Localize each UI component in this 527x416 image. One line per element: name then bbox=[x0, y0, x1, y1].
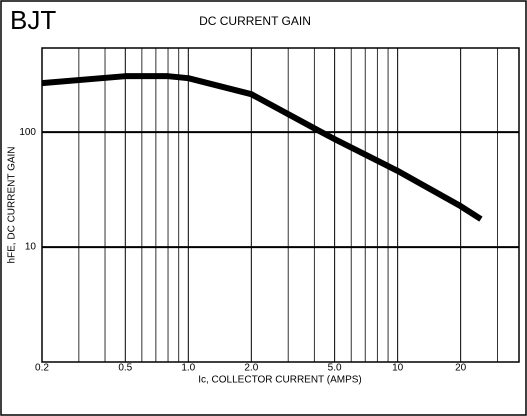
x-tick-label: 0.5 bbox=[118, 363, 132, 374]
x-axis-label: Ic, COLLECTOR CURRENT (AMPS) bbox=[198, 375, 362, 386]
y-tick-label: 100 bbox=[19, 127, 36, 138]
x-tick-label: 10 bbox=[392, 363, 404, 374]
y-axis-label: hFE, DC CURRENT GAIN bbox=[7, 146, 18, 263]
gain-curve bbox=[41, 73, 483, 222]
x-tick-label: 1.0 bbox=[181, 363, 195, 374]
annotation: BJT bbox=[10, 5, 56, 35]
chart-title: DC CURRENT GAIN bbox=[199, 14, 311, 28]
y-tick-label: 10 bbox=[25, 242, 37, 253]
x-tick-label: 0.2 bbox=[35, 363, 49, 374]
x-tick-label: 2.0 bbox=[244, 363, 258, 374]
x-tick-label: 20 bbox=[455, 363, 467, 374]
x-tick-label: 5.0 bbox=[328, 363, 342, 374]
plot-border bbox=[41, 47, 520, 363]
